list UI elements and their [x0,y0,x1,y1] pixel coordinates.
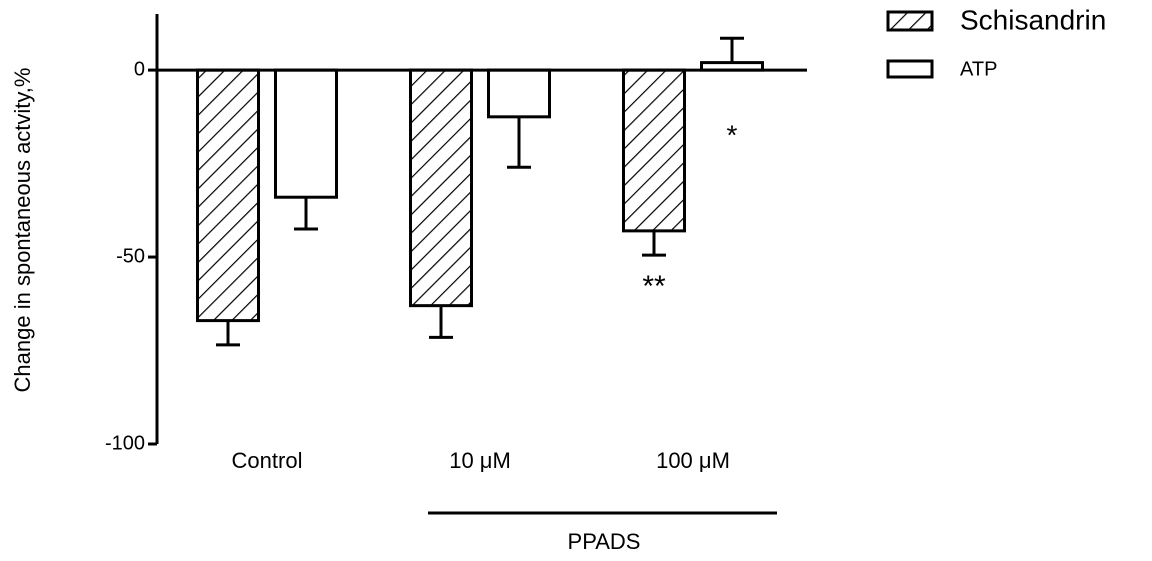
bar [622,68,686,233]
y-tick-label: 0 [134,58,145,80]
bar [196,68,260,323]
bar [274,68,338,199]
legend-label: ATP [960,58,997,80]
legend-label: Schisandrin [960,4,1106,35]
legend-swatch [886,59,934,79]
y-tick-label: -100 [105,432,145,454]
bar [409,68,473,308]
bar [487,68,551,119]
x-tick-label: Control [232,448,303,473]
y-tick-label: -50 [116,245,145,267]
annotation: ** [642,270,666,303]
legend-swatch [886,10,934,32]
annotation: * [727,119,738,150]
x-tick-label: 10 μM [449,448,511,473]
y-axis-label: Change in spontaneous actvity,% [10,68,35,393]
group-label: PPADS [568,529,641,554]
x-tick-label: 100 μM [656,448,730,473]
